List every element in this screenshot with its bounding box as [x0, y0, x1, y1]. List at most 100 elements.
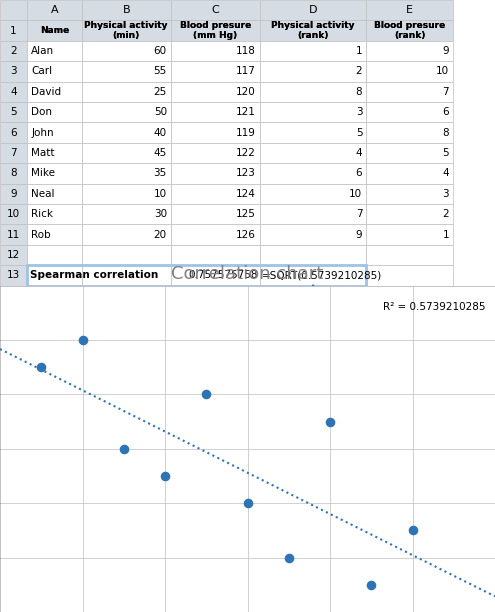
FancyBboxPatch shape [260, 225, 366, 245]
FancyBboxPatch shape [366, 20, 453, 41]
Text: 4: 4 [10, 87, 17, 97]
Text: 10: 10 [436, 66, 449, 76]
Text: Physical activity
(rank): Physical activity (rank) [271, 21, 355, 40]
Text: 119: 119 [236, 127, 256, 138]
FancyBboxPatch shape [366, 61, 453, 81]
FancyBboxPatch shape [260, 20, 366, 41]
FancyBboxPatch shape [366, 102, 453, 122]
Text: 118: 118 [236, 46, 256, 56]
FancyBboxPatch shape [171, 163, 260, 184]
Text: Mike: Mike [31, 168, 55, 179]
Text: 5: 5 [10, 107, 17, 118]
Text: 35: 35 [153, 168, 167, 179]
FancyBboxPatch shape [0, 245, 27, 265]
Text: 3: 3 [10, 66, 17, 76]
FancyBboxPatch shape [0, 225, 27, 245]
Text: 0.757575758: 0.757575758 [188, 271, 257, 280]
FancyBboxPatch shape [82, 20, 171, 41]
Point [79, 335, 87, 345]
FancyBboxPatch shape [82, 163, 171, 184]
FancyBboxPatch shape [366, 0, 453, 20]
FancyBboxPatch shape [0, 184, 27, 204]
Text: 30: 30 [153, 209, 167, 219]
Text: Don: Don [31, 107, 52, 118]
FancyBboxPatch shape [82, 0, 171, 20]
Text: =SQRT(0.5739210285): =SQRT(0.5739210285) [262, 271, 383, 280]
Text: C: C [211, 5, 219, 15]
FancyBboxPatch shape [171, 204, 260, 225]
FancyBboxPatch shape [366, 122, 453, 143]
FancyBboxPatch shape [27, 122, 82, 143]
Text: 9: 9 [10, 188, 17, 199]
Point [408, 526, 416, 536]
Text: 8: 8 [443, 127, 449, 138]
FancyBboxPatch shape [260, 265, 366, 286]
Text: 2: 2 [356, 66, 362, 76]
FancyBboxPatch shape [27, 41, 82, 61]
Text: 9: 9 [443, 46, 449, 56]
FancyBboxPatch shape [0, 20, 27, 41]
Text: Spearman correlation: Spearman correlation [30, 271, 158, 280]
FancyBboxPatch shape [82, 41, 171, 61]
FancyBboxPatch shape [27, 225, 82, 245]
Text: 126: 126 [236, 230, 256, 240]
Text: 20: 20 [153, 230, 167, 240]
FancyBboxPatch shape [366, 163, 453, 184]
FancyBboxPatch shape [171, 20, 260, 41]
FancyBboxPatch shape [171, 245, 260, 265]
FancyBboxPatch shape [0, 143, 27, 163]
Text: 5: 5 [443, 148, 449, 158]
Text: 10: 10 [7, 209, 20, 219]
FancyBboxPatch shape [0, 102, 27, 122]
Text: 60: 60 [153, 46, 167, 56]
Text: 5: 5 [356, 127, 362, 138]
FancyBboxPatch shape [27, 0, 82, 20]
FancyBboxPatch shape [27, 163, 82, 184]
Text: E: E [406, 5, 413, 15]
Text: 50: 50 [153, 107, 167, 118]
Text: 3: 3 [356, 107, 362, 118]
FancyBboxPatch shape [260, 163, 366, 184]
Text: 10: 10 [349, 188, 362, 199]
Text: Rick: Rick [31, 209, 53, 219]
FancyBboxPatch shape [366, 143, 453, 163]
Text: 122: 122 [236, 148, 256, 158]
Text: Rob: Rob [31, 230, 51, 240]
FancyBboxPatch shape [260, 61, 366, 81]
FancyBboxPatch shape [366, 204, 453, 225]
Text: 10: 10 [153, 188, 167, 199]
Text: B: B [122, 5, 130, 15]
FancyBboxPatch shape [260, 204, 366, 225]
FancyBboxPatch shape [260, 0, 366, 20]
FancyBboxPatch shape [171, 143, 260, 163]
FancyBboxPatch shape [27, 81, 82, 102]
Text: 55: 55 [153, 66, 167, 76]
FancyBboxPatch shape [260, 81, 366, 102]
Text: Carl: Carl [31, 66, 52, 76]
Text: 4: 4 [443, 168, 449, 179]
FancyBboxPatch shape [366, 245, 453, 265]
FancyBboxPatch shape [0, 265, 27, 286]
FancyBboxPatch shape [171, 265, 260, 286]
Text: 7: 7 [443, 87, 449, 97]
FancyBboxPatch shape [0, 41, 27, 61]
FancyBboxPatch shape [27, 265, 82, 286]
Text: Blood presure
(mm Hg): Blood presure (mm Hg) [180, 21, 251, 40]
FancyBboxPatch shape [366, 41, 453, 61]
FancyBboxPatch shape [0, 0, 27, 20]
Text: A: A [50, 5, 58, 15]
FancyBboxPatch shape [366, 265, 453, 286]
Text: 6: 6 [356, 168, 362, 179]
Text: 124: 124 [236, 188, 256, 199]
Point [244, 498, 251, 508]
Text: 12: 12 [7, 250, 20, 260]
FancyBboxPatch shape [171, 0, 260, 20]
FancyBboxPatch shape [27, 143, 82, 163]
Text: Alan: Alan [31, 46, 54, 56]
Text: David: David [31, 87, 61, 97]
FancyBboxPatch shape [82, 265, 171, 286]
FancyBboxPatch shape [0, 122, 27, 143]
FancyBboxPatch shape [260, 143, 366, 163]
Text: Physical activity
(min): Physical activity (min) [85, 21, 168, 40]
FancyBboxPatch shape [171, 122, 260, 143]
